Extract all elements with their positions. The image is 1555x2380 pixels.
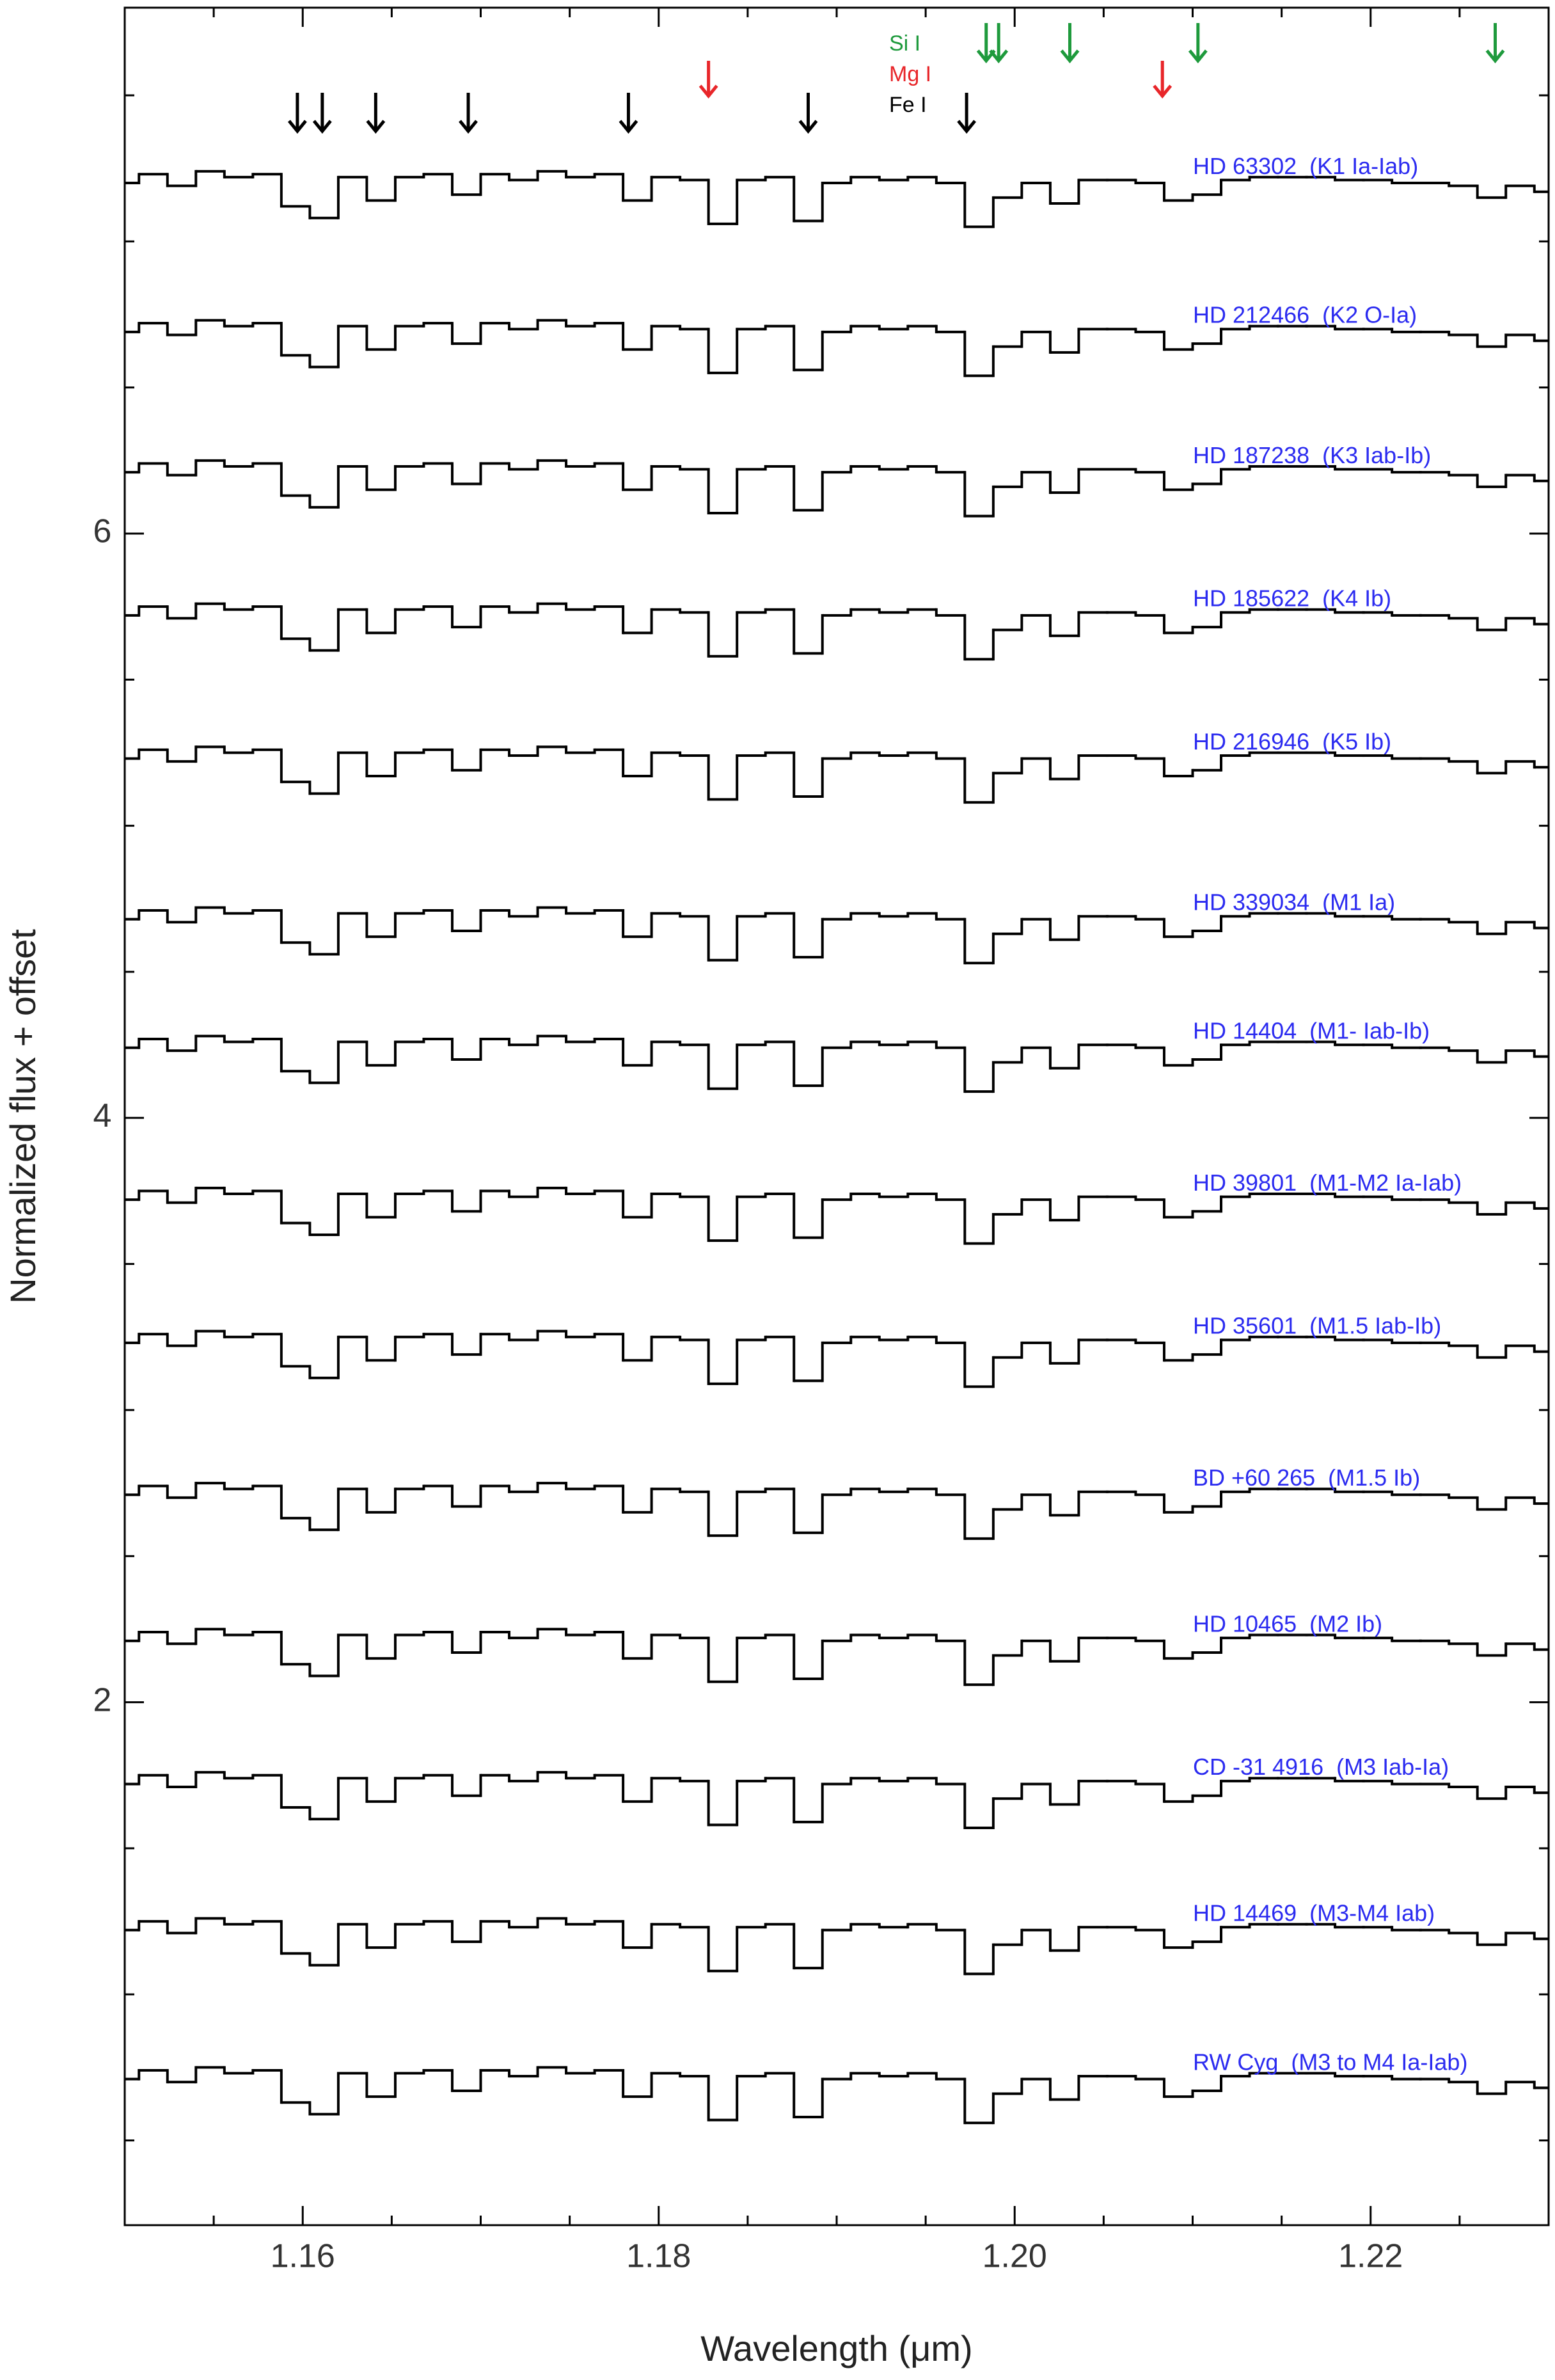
marker-legend: Fe I	[889, 93, 927, 117]
star-label: HD 63302 (K1 Ia-Iab)	[1193, 153, 1418, 179]
marker-legend: Si I	[889, 31, 920, 56]
star-label: CD -31 4916 (M3 Iab-Ia)	[1193, 1754, 1449, 1780]
star-label: HD 216946 (K5 Ib)	[1193, 728, 1391, 754]
line-marker-head	[287, 120, 307, 134]
star-label: HD 212466 (K2 O-Ia)	[1193, 302, 1417, 328]
star-label: HD 10465 (M2 Ib)	[1193, 1610, 1382, 1637]
star-label: HD 187238 (K3 Iab-Ib)	[1193, 442, 1431, 468]
star-label: BD +60 265 (M1.5 Ib)	[1193, 1464, 1420, 1491]
x-tick-label: 1.18	[626, 2238, 691, 2275]
line-marker-head	[798, 120, 818, 134]
x-tick-label: 1.16	[271, 2238, 335, 2275]
x-tick-label: 1.22	[1338, 2238, 1403, 2275]
line-marker-head	[1153, 84, 1172, 99]
marker-legend: Mg I	[889, 62, 931, 86]
line-marker-head	[366, 120, 386, 134]
y-axis-title: Normalized flux + offset	[3, 929, 43, 1304]
star-label: HD 339034 (M1 Ia)	[1193, 889, 1395, 916]
line-marker-head	[619, 120, 638, 134]
line-marker-head	[1485, 49, 1505, 63]
line-marker-head	[312, 120, 332, 134]
star-label: HD 39801 (M1-M2 Ia-Iab)	[1193, 1170, 1462, 1196]
star-label: RW Cyg (M3 to M4 Ia-Iab)	[1193, 2049, 1467, 2075]
star-label: HD 185622 (K4 Ib)	[1193, 585, 1391, 612]
x-axis-title: Wavelength (μm)	[700, 2328, 972, 2368]
y-tick-label: 6	[93, 513, 112, 550]
y-tick-label: 2	[93, 1681, 112, 1718]
star-label: HD 14469 (M3-M4 Iab)	[1193, 1900, 1435, 1926]
line-marker-head	[1188, 49, 1208, 63]
line-marker-head	[699, 84, 718, 99]
line-marker-head	[957, 120, 977, 134]
line-marker-head	[1060, 49, 1080, 63]
star-label: HD 14404 (M1- Iab-Ib)	[1193, 1017, 1430, 1043]
line-marker-head	[989, 49, 1009, 63]
y-tick-label: 4	[93, 1097, 112, 1134]
line-marker-head	[459, 120, 478, 134]
star-label: HD 35601 (M1.5 Iab-Ib)	[1193, 1313, 1441, 1339]
x-tick-label: 1.20	[983, 2238, 1047, 2275]
